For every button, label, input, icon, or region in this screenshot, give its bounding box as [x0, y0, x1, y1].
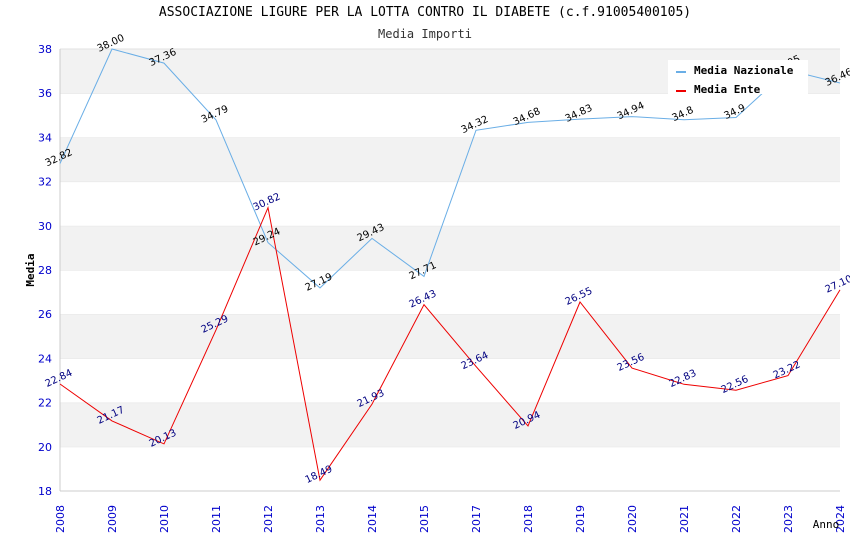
grid-band: [60, 93, 840, 138]
grid-band: [60, 402, 840, 447]
series-line-nazionale: [59, 48, 841, 289]
legend-label-ente: Media Ente: [694, 83, 761, 96]
x-tick-label: 2017: [470, 505, 483, 533]
x-tick-label: 2022: [730, 505, 743, 533]
grid-band: [60, 137, 840, 182]
grid-band: [60, 446, 840, 491]
y-tick-label: 22: [38, 397, 52, 410]
y-tick-label: 20: [38, 441, 52, 454]
y-axis-label: Media: [24, 253, 37, 286]
chart-title: ASSOCIAZIONE LIGURE PER LA LOTTA CONTRO …: [158, 5, 692, 20]
x-tick-label: 2018: [522, 505, 535, 533]
x-tick-label: 2020: [626, 505, 639, 533]
y-tick-label: 18: [38, 485, 52, 498]
grid-band: [60, 225, 840, 270]
x-tick-label: 2014: [366, 505, 379, 533]
y-tick-label: 36: [38, 87, 52, 100]
x-axis-label: Anno: [813, 518, 840, 531]
legend-swatch-nazionale: [676, 71, 686, 73]
y-axis-ticks: 18 20 22 24 26 28 30 32 34 36 38: [38, 43, 52, 498]
legend-swatch-ente: [676, 90, 686, 92]
y-tick-label: 28: [38, 264, 52, 277]
y-tick-label: 34: [38, 131, 52, 144]
series-lines: [59, 48, 841, 482]
x-tick-label: 2013: [314, 505, 327, 533]
legend: Media Nazionale Media Ente: [668, 60, 808, 96]
x-tick-label: 2024: [834, 505, 847, 533]
x-tick-label: 2010: [158, 505, 171, 533]
legend-label-nazionale: Media Nazionale: [694, 64, 794, 77]
legend-item-nazionale: Media Nazionale: [668, 64, 808, 80]
x-axis-ticks: 2008 2009 2010 2011 2012 2013 2014 2015 2017 2018…: [54, 505, 847, 533]
legend-item-ente: Media Ente: [668, 83, 808, 99]
grid-band: [60, 270, 840, 315]
y-tick-label: 30: [38, 220, 52, 233]
y-tick-label: 24: [38, 352, 52, 365]
x-tick-label: 2023: [782, 505, 795, 533]
chart-subtitle: Media Importi: [378, 27, 472, 41]
x-tick-label: 2009: [106, 505, 119, 533]
y-tick-label: 26: [38, 308, 52, 321]
x-tick-label: 2019: [574, 505, 587, 533]
y-tick-label: 32: [38, 176, 52, 189]
x-tick-label: 2015: [418, 505, 431, 533]
grid-band: [60, 358, 840, 403]
y-tick-label: 38: [38, 43, 52, 56]
x-tick-label: 2012: [262, 505, 275, 533]
series-line-ente: [59, 205, 841, 482]
x-tick-label: 2021: [678, 505, 691, 533]
x-tick-label: 2011: [210, 505, 223, 533]
x-tick-label: 2008: [54, 505, 67, 533]
